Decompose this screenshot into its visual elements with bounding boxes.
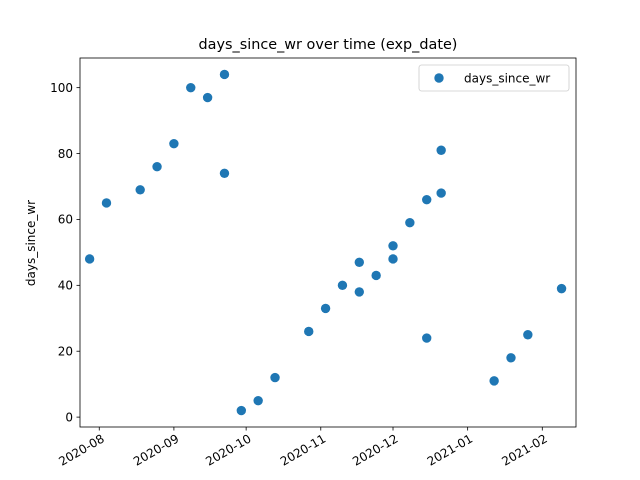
data-point [506, 353, 516, 363]
y-axis-label-group: days_since_wr [24, 200, 38, 286]
y-tick-label: 100 [50, 81, 73, 95]
data-point [523, 330, 533, 340]
data-point [422, 333, 432, 343]
legend: days_since_wr [418, 64, 570, 92]
y-tick-label: 20 [58, 345, 73, 359]
data-point [186, 82, 196, 93]
y-axis: 0 20 40 60 80 100 [50, 81, 80, 424]
data-point [101, 198, 112, 208]
data-point [202, 92, 213, 103]
data-point [270, 372, 280, 383]
plot-area [84, 69, 567, 416]
data-point [405, 218, 415, 228]
data-point [253, 395, 263, 406]
data-point [219, 168, 230, 179]
data-point [320, 303, 331, 314]
data-point [422, 194, 432, 205]
data-point [354, 257, 364, 267]
data-point [388, 254, 398, 264]
data-point [371, 270, 381, 281]
legend-marker [434, 73, 444, 83]
data-point [152, 162, 162, 172]
y-tick-label: 0 [65, 410, 73, 424]
data-point [236, 405, 247, 416]
y-axis-label: days_since_wr [24, 200, 38, 286]
y-tick-label: 60 [58, 213, 73, 227]
data-point [556, 283, 567, 294]
data-point [436, 188, 446, 198]
data-point [219, 69, 230, 80]
y-tick-label: 80 [58, 147, 73, 161]
data-point [388, 241, 398, 251]
axes-frame [79, 57, 577, 428]
data-point [135, 185, 145, 195]
legend-box [418, 64, 570, 92]
data-point [304, 326, 314, 337]
chart-title: days_since_wr over time (exp_date) [199, 37, 458, 53]
data-point [337, 280, 348, 291]
data-point [436, 145, 446, 155]
data-point [489, 376, 499, 386]
data-point [169, 138, 179, 149]
y-tick-label: 40 [58, 279, 73, 293]
data-point [354, 287, 364, 297]
legend-label: days_since_wr [464, 71, 550, 85]
data-point [84, 254, 95, 264]
